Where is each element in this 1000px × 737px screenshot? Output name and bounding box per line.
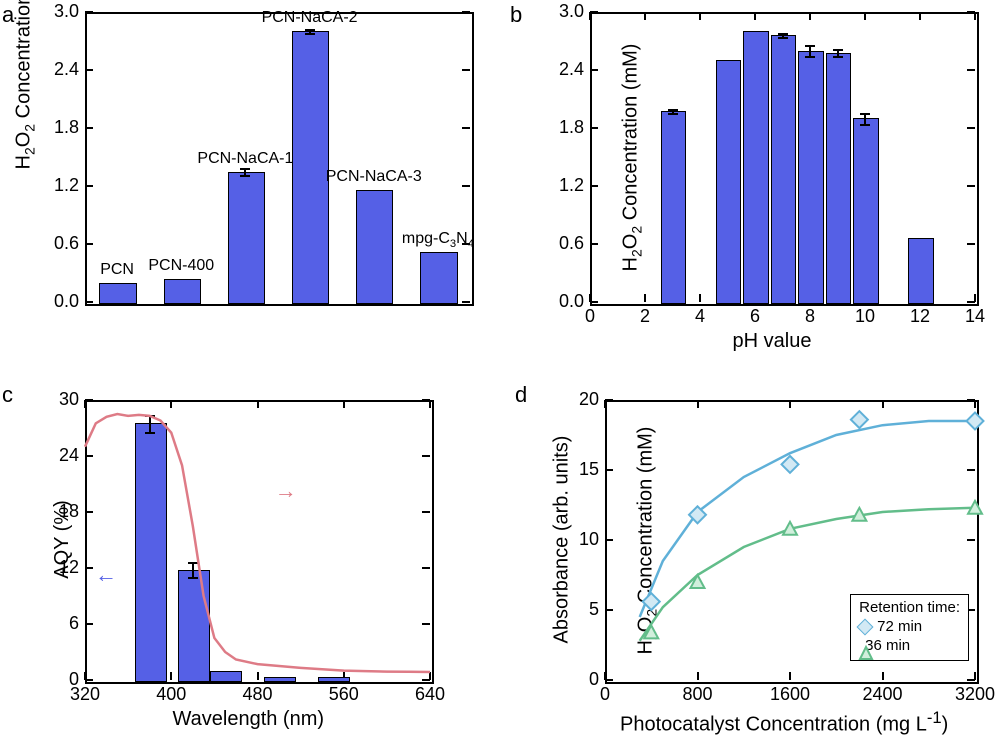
panel-d-legend: Retention time:72 min36 min	[850, 594, 969, 661]
panel-a-bar	[228, 172, 265, 305]
legend-title: Retention time:	[859, 599, 960, 616]
panel-a-bar	[164, 279, 201, 304]
panel-a-bar	[99, 283, 136, 304]
panel-a-bar	[420, 252, 457, 304]
panel-a-ylabel: H2O2 Concentration (mM)	[13, 146, 38, 170]
